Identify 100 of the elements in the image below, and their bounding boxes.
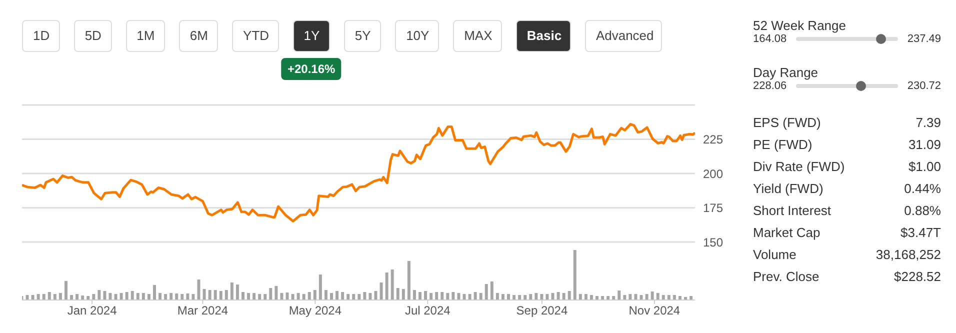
bar	[103, 291, 106, 300]
bar	[31, 295, 34, 300]
bar	[374, 291, 378, 300]
bar	[352, 294, 356, 300]
bar	[142, 293, 145, 300]
bar	[573, 250, 576, 300]
bar	[219, 291, 222, 300]
x-tick-label: Sep 2024	[516, 304, 568, 318]
bar	[446, 293, 450, 300]
text: Day Range	[753, 65, 820, 80]
bar	[318, 274, 322, 300]
bar	[76, 294, 79, 300]
bar	[430, 293, 433, 300]
text: 31.09	[908, 136, 941, 154]
bar	[396, 288, 400, 300]
bar	[241, 292, 244, 300]
bar	[130, 291, 134, 300]
bar	[26, 295, 29, 300]
bar	[264, 294, 267, 300]
text: 237.49	[907, 33, 941, 45]
bar	[551, 293, 554, 300]
x-tick-label: Jul 2024	[404, 304, 451, 318]
bar	[507, 294, 510, 300]
text: 0.44%	[904, 180, 941, 198]
bar	[197, 280, 200, 300]
text: YTD	[232, 20, 279, 52]
bar	[512, 295, 516, 300]
bar	[192, 294, 195, 300]
bar	[578, 294, 582, 300]
bar	[236, 284, 239, 300]
bar	[120, 293, 123, 300]
text: Prev. Close	[753, 268, 820, 286]
bar	[385, 272, 388, 300]
bar	[308, 292, 311, 300]
text: $1.00	[908, 158, 941, 176]
bar	[286, 292, 289, 300]
bar	[230, 282, 234, 300]
y-tick-label: 175	[703, 201, 724, 216]
bar	[108, 293, 112, 300]
bar	[368, 293, 372, 300]
text: 0.88%	[904, 202, 941, 220]
text: 1M	[126, 20, 165, 52]
bar	[341, 292, 344, 300]
text: Advanced	[584, 20, 662, 52]
x-tick-label: Jan 2024	[67, 304, 118, 318]
bar	[346, 294, 350, 300]
bar	[186, 294, 190, 300]
bar	[407, 261, 410, 300]
text: Basic	[516, 20, 571, 52]
bar	[479, 293, 482, 300]
bar	[302, 294, 306, 300]
bar	[590, 295, 593, 300]
bar	[650, 292, 654, 300]
text: 5Y	[344, 20, 382, 52]
bar	[92, 294, 96, 300]
y-tick-label: 225	[703, 132, 724, 147]
y-tick-label: 200	[703, 166, 724, 181]
bar	[224, 290, 228, 300]
x-tick-label: Mar 2024	[177, 304, 228, 318]
bar	[667, 295, 670, 300]
text: 164.08	[753, 33, 787, 45]
bar	[125, 292, 128, 300]
bar	[640, 295, 643, 300]
bar	[269, 288, 272, 300]
text: MAX	[453, 20, 502, 52]
x-tick-label: May 2024	[288, 304, 342, 318]
text: Short Interest	[753, 202, 832, 220]
bar	[147, 294, 150, 300]
text: Div Rate (FWD)	[753, 158, 845, 176]
bar	[136, 293, 140, 300]
bar	[656, 293, 660, 300]
bar	[274, 286, 278, 300]
bar	[36, 294, 40, 300]
text: +20.16%	[281, 58, 342, 80]
text: 38,168,252	[876, 246, 941, 264]
text: 7.39	[916, 114, 941, 132]
bar	[634, 294, 638, 300]
bar	[662, 295, 665, 300]
bar	[48, 292, 51, 300]
bar	[556, 292, 560, 300]
bar	[490, 282, 494, 300]
bar	[518, 295, 522, 300]
bar	[252, 293, 256, 300]
bar	[258, 294, 262, 300]
bar	[313, 290, 316, 300]
bar	[484, 284, 488, 300]
bar	[540, 294, 544, 300]
bar	[584, 294, 588, 300]
text: $228.52	[894, 268, 941, 286]
bar	[546, 294, 549, 300]
text: 1D	[22, 20, 60, 52]
bar	[208, 290, 212, 300]
bar	[618, 290, 621, 300]
bar	[496, 293, 499, 300]
bar	[247, 293, 250, 300]
text: $3.47T	[900, 224, 941, 242]
y-tick-label: 150	[703, 235, 724, 250]
bar	[330, 293, 333, 300]
bar	[457, 293, 460, 300]
bar	[180, 294, 184, 300]
